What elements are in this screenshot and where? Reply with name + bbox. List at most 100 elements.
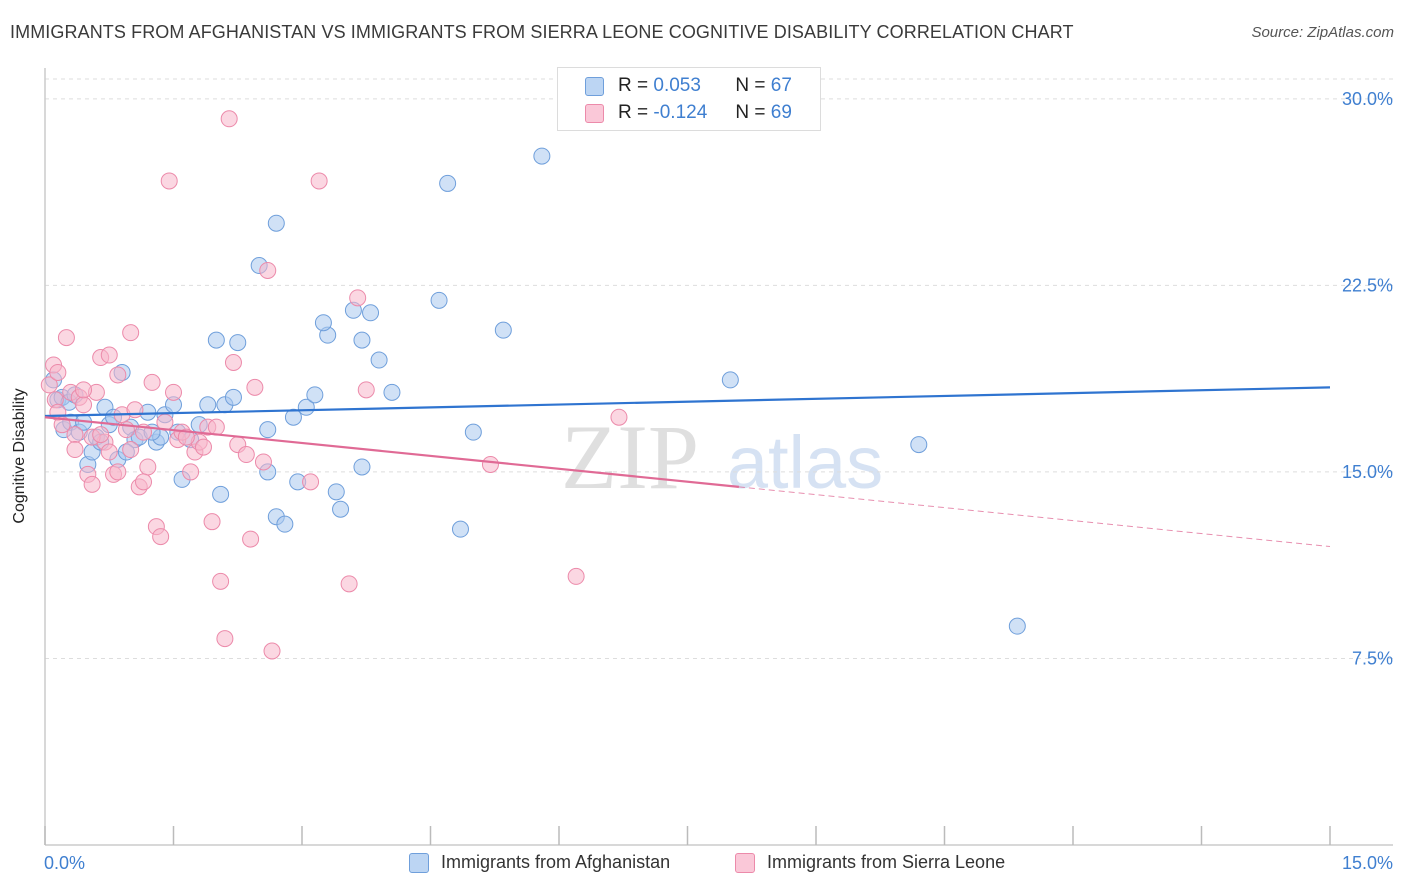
blue-swatch: [585, 76, 604, 96]
sierra-leone-point: [242, 530, 260, 548]
r-label: R =: [618, 75, 649, 96]
sierra-leone-trend-line: [44, 416, 740, 488]
watermark-atlas: atlas: [727, 421, 883, 504]
afghanistan-point: [721, 371, 739, 389]
y-tick-label: 22.5%: [1342, 275, 1393, 295]
n-value: 69: [770, 102, 792, 123]
sierra-leone-point: [152, 528, 170, 546]
sierra-leone-point: [66, 441, 84, 459]
afghanistan-point: [284, 408, 302, 426]
afghanistan-point: [464, 423, 482, 441]
afghanistan-point: [370, 351, 388, 369]
sierra-leone-point: [246, 378, 264, 396]
pink-swatch: [585, 103, 604, 123]
y-axis-label: Cognitive Disability: [11, 388, 28, 524]
legend-label: Immigrants from Sierra Leone: [767, 852, 1006, 872]
r-value: -0.124: [653, 102, 708, 123]
sierra-leone-point: [302, 473, 320, 491]
sierra-leone-point: [182, 463, 200, 481]
stats-row-sierra-leone: R = -0.124 N = 69: [585, 101, 792, 125]
afghanistan-point: [494, 321, 512, 339]
sierra-leone-point: [40, 376, 58, 394]
sierra-leone-point: [340, 575, 358, 593]
sierra-leone-point: [109, 463, 127, 481]
sierra-leone-point: [66, 426, 84, 444]
n-label: N =: [735, 102, 766, 123]
afghanistan-point: [332, 500, 350, 518]
sierra-leone-point: [263, 642, 281, 660]
legend-item-sierra-leone: Immigrants from Sierra Leone: [735, 852, 1005, 873]
afghanistan-point: [910, 436, 928, 454]
afghanistan-point: [207, 331, 225, 349]
y-tick-label: 7.5%: [1352, 648, 1393, 668]
afghanistan-point: [362, 304, 380, 322]
afghanistan-point: [229, 334, 247, 352]
x-tick-label: 0.0%: [44, 853, 85, 873]
blue-swatch: [409, 852, 429, 873]
sierra-leone-point: [143, 373, 161, 391]
y-tick-label: 15.0%: [1342, 462, 1393, 482]
afghanistan-point: [383, 383, 401, 401]
afghanistan-point: [353, 458, 371, 476]
afghanistan-trend-line: [44, 386, 1331, 418]
sierra-leone-point: [177, 428, 195, 446]
sierra-leone-point: [100, 443, 118, 461]
sierra-leone-point: [220, 110, 238, 128]
r-value: 0.053: [653, 75, 701, 96]
r-label: R =: [618, 102, 649, 123]
stats-legend: R = 0.053 N = 67 R = -0.124 N = 69: [557, 67, 821, 131]
y-tick-label: 30.0%: [1342, 89, 1393, 109]
sierra-leone-point: [259, 261, 277, 279]
sierra-leone-point: [160, 172, 178, 190]
stats-row-afghanistan: R = 0.053 N = 67: [585, 74, 792, 98]
sierra-leone-point: [75, 381, 93, 399]
sierra-leone-point: [122, 324, 140, 342]
sierra-leone-point: [75, 396, 93, 414]
afghanistan-point: [259, 421, 277, 439]
afghanistan-point: [533, 147, 551, 165]
afghanistan-point: [1008, 617, 1026, 635]
legend-item-afghanistan: Immigrants from Afghanistan: [409, 852, 670, 873]
pink-swatch: [735, 852, 755, 873]
n-label: N =: [735, 75, 766, 96]
afghanistan-point: [224, 388, 242, 406]
afghanistan-point: [353, 331, 371, 349]
afghanistan-point: [199, 396, 217, 414]
sierra-leone-trend-extension: [738, 486, 1331, 548]
sierra-leone-point: [610, 408, 628, 426]
sierra-leone-point: [83, 475, 101, 493]
sierra-leone-point: [109, 366, 127, 384]
sierra-leone-point: [310, 172, 328, 190]
afghanistan-point: [327, 483, 345, 501]
sierra-leone-point: [165, 383, 182, 401]
sierra-leone-point: [100, 346, 118, 364]
sierra-leone-point: [567, 567, 585, 585]
sierra-leone-point: [357, 381, 375, 399]
afghanistan-point: [439, 174, 457, 192]
afghanistan-point: [314, 314, 332, 332]
sierra-leone-point: [254, 453, 272, 471]
sierra-leone-point: [203, 513, 221, 531]
source-label: Source: ZipAtlas.com: [1251, 24, 1394, 41]
afghanistan-point: [276, 515, 294, 533]
sierra-leone-point: [92, 426, 110, 444]
series-legend: Immigrants from Afghanistan Immigrants f…: [0, 852, 1406, 878]
sierra-leone-point: [194, 438, 212, 456]
sierra-leone-point: [57, 329, 75, 347]
sierra-leone-point: [139, 458, 157, 476]
x-tick-label: 15.0%: [1342, 853, 1393, 873]
sierra-leone-point: [135, 473, 153, 491]
afghanistan-point: [267, 214, 285, 232]
sierra-leone-point: [481, 455, 499, 473]
watermark-zip: ZIP: [561, 406, 699, 508]
sierra-leone-point: [126, 401, 144, 419]
afghanistan-point: [212, 485, 230, 503]
sierra-leone-point: [237, 446, 255, 464]
sierra-leone-point: [122, 441, 140, 459]
sierra-leone-point: [349, 289, 367, 307]
sierra-leone-point: [49, 363, 67, 381]
sierra-leone-point: [224, 354, 242, 372]
sierra-leone-point: [216, 630, 234, 648]
legend-label: Immigrants from Afghanistan: [441, 852, 671, 872]
